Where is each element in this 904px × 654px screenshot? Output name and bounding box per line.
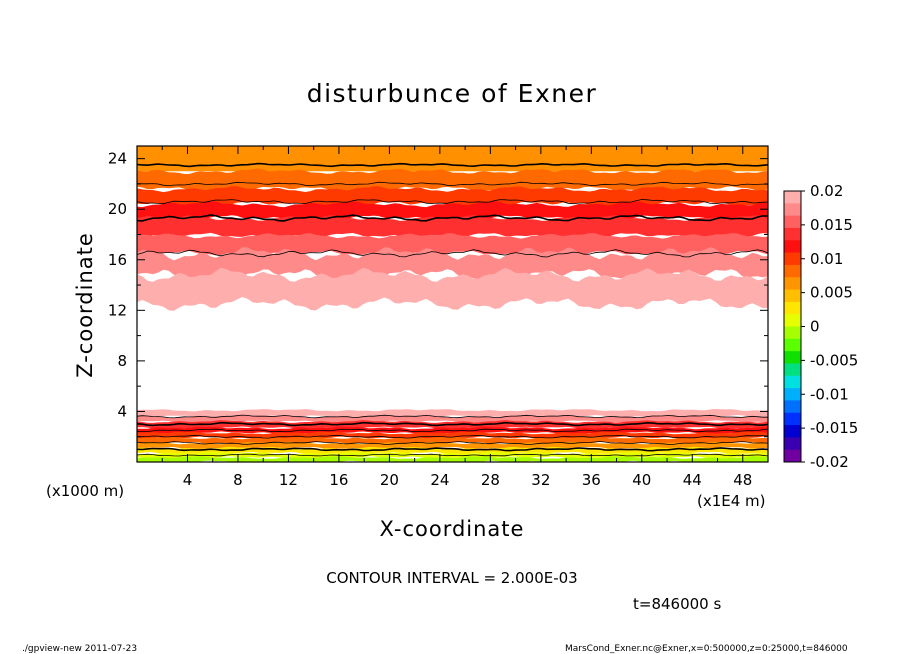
colorbar-swatch xyxy=(784,240,801,253)
x-tick-label: 48 xyxy=(733,471,752,489)
contour-line xyxy=(136,199,769,205)
y-tick-label: 4 xyxy=(117,402,127,420)
colorbar-label: -0.015 xyxy=(810,419,858,437)
x-tick-label: 4 xyxy=(183,471,193,489)
y-tick-label: 12 xyxy=(108,301,127,319)
upper-contour-band xyxy=(137,233,768,257)
contour-line xyxy=(136,249,769,258)
y-axis-ticks: 4 8 12 16 20 24 xyxy=(108,150,768,438)
colorbar-swatch xyxy=(784,351,801,364)
colorbar-swatch xyxy=(784,338,801,352)
y-tick-label: 24 xyxy=(108,150,127,168)
colorbar-swatch xyxy=(784,203,801,217)
contour-line xyxy=(136,162,769,168)
colorbar-swatch xyxy=(784,400,801,414)
plot-frame xyxy=(136,145,769,463)
colorbar-swatch xyxy=(784,363,801,377)
colorbar-swatch xyxy=(784,289,801,303)
colorbar-label: -0.005 xyxy=(810,351,858,369)
colorbar-label: 0.005 xyxy=(810,284,853,302)
colorbar-label: 0.02 xyxy=(810,182,843,200)
contour-interval-text: CONTOUR INTERVAL = 2.000E-03 xyxy=(326,569,577,587)
contour-line xyxy=(136,181,769,187)
colorbar-swatch xyxy=(784,375,801,389)
y-unit-label: (x1000 m) xyxy=(46,482,124,500)
colorbar-swatch xyxy=(784,425,801,438)
contour-line xyxy=(136,434,769,439)
x-tick-label: 20 xyxy=(380,471,399,489)
colorbar: 0.02 0.015 0.01 0.005 0 -0.005 -0.01 -0.015 -0.0… xyxy=(783,182,858,471)
colorbar-label: 0 xyxy=(810,318,820,336)
contour-line xyxy=(136,447,769,452)
colorbar-swatch xyxy=(784,437,801,451)
time-text: t=846000 s xyxy=(633,595,721,613)
lower-contour-band xyxy=(137,409,768,418)
footer-right: MarsCond_Exner.nc@Exner,x=0:500000,z=0:2… xyxy=(565,644,848,654)
upper-contour-band xyxy=(137,186,768,207)
upper-contour-band xyxy=(137,146,768,172)
contour-line xyxy=(136,428,769,433)
y-tick-label: 20 xyxy=(108,200,127,218)
lower-contour-band xyxy=(137,456,768,462)
colorbar-label: -0.02 xyxy=(810,453,849,471)
colorbar-swatch xyxy=(784,314,801,327)
lower-contour-band xyxy=(137,446,768,455)
colorbar-swatch xyxy=(784,215,801,229)
upper-contour-band xyxy=(137,215,768,239)
x-tick-label: 8 xyxy=(233,471,243,489)
contour-line xyxy=(136,441,769,445)
colorbar-swatch xyxy=(784,264,801,278)
colorbar-label: -0.01 xyxy=(810,385,849,403)
contour-line xyxy=(136,421,769,427)
y-tick-label: 8 xyxy=(117,352,127,370)
x-tick-label: 24 xyxy=(430,471,449,489)
y-axis-label: Z-coordinate xyxy=(73,232,97,378)
footer-left: ./gpview-new 2011-07-23 xyxy=(22,644,137,654)
plot-area xyxy=(136,145,769,463)
colorbar-swatch xyxy=(784,449,801,463)
x-tick-label: 32 xyxy=(531,471,550,489)
x-axis-label: X-coordinate xyxy=(380,517,525,541)
lower-contour-band xyxy=(137,415,768,423)
contour-line xyxy=(136,414,768,419)
colorbar-swatch xyxy=(784,388,801,401)
colorbar-label: 0.015 xyxy=(810,216,853,234)
colorbar-swatch xyxy=(784,227,801,241)
x-axis-ticks: 4 8 12 16 20 24 28 32 36 40 44 48 xyxy=(161,146,769,489)
chart-title: disturbunce of Exner xyxy=(307,79,598,108)
colorbar-swatch xyxy=(784,326,801,340)
x-tick-label: 28 xyxy=(481,471,500,489)
x-tick-label: 36 xyxy=(582,471,601,489)
upper-contour-band xyxy=(137,247,768,282)
y-tick-label: 16 xyxy=(108,251,127,269)
x-tick-label: 16 xyxy=(329,471,348,489)
colorbar-swatch xyxy=(784,277,801,290)
x-tick-label: 40 xyxy=(632,471,651,489)
contour-line xyxy=(136,214,769,222)
contour-line xyxy=(136,453,769,457)
colorbar-swatch xyxy=(784,412,801,426)
colorbar-swatch xyxy=(784,191,801,204)
x-tick-label: 44 xyxy=(683,471,702,489)
x-tick-label: 12 xyxy=(279,471,298,489)
colorbar-swatch xyxy=(784,301,801,315)
lower-contour-band xyxy=(137,441,768,450)
colorbar-label: 0.01 xyxy=(810,250,843,268)
colorbar-swatch xyxy=(784,252,801,266)
upper-contour-band xyxy=(137,267,768,311)
x-unit-label: (x1E4 m) xyxy=(697,492,766,510)
upper-contour-band xyxy=(137,168,768,192)
